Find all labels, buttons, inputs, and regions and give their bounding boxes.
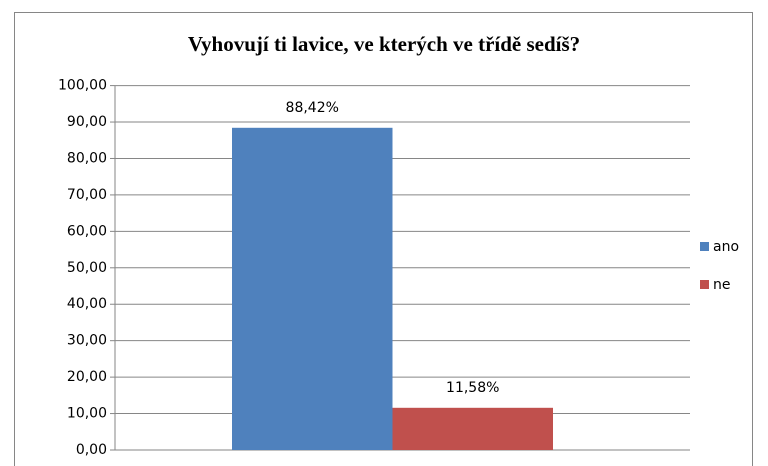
legend-label: ne [713, 277, 731, 293]
y-tick-label: 60,00 [67, 223, 107, 239]
y-tick-label: 40,00 [67, 296, 107, 312]
y-tick-label: 20,00 [67, 369, 107, 385]
y-tick-label: 80,00 [67, 150, 107, 166]
y-tick-label: 70,00 [67, 187, 107, 203]
y-tick-label: 10,00 [67, 406, 107, 422]
data-label: 11,58% [446, 380, 499, 396]
y-tick-label: 90,00 [67, 114, 107, 130]
y-tick-label: 30,00 [67, 333, 107, 349]
y-tick-label: 100,00 [58, 78, 107, 94]
bar [232, 127, 393, 451]
chart-title: Vyhovují ti lavice, ve kterých ve třídě … [188, 32, 580, 56]
y-tick-label: 50,00 [67, 260, 107, 276]
data-label: 88,42% [286, 100, 339, 116]
legend-label: ano [713, 239, 739, 255]
legend-swatch [700, 280, 709, 289]
y-tick-label: 0,00 [76, 442, 107, 458]
bar [392, 407, 553, 450]
legend-swatch [700, 242, 709, 251]
